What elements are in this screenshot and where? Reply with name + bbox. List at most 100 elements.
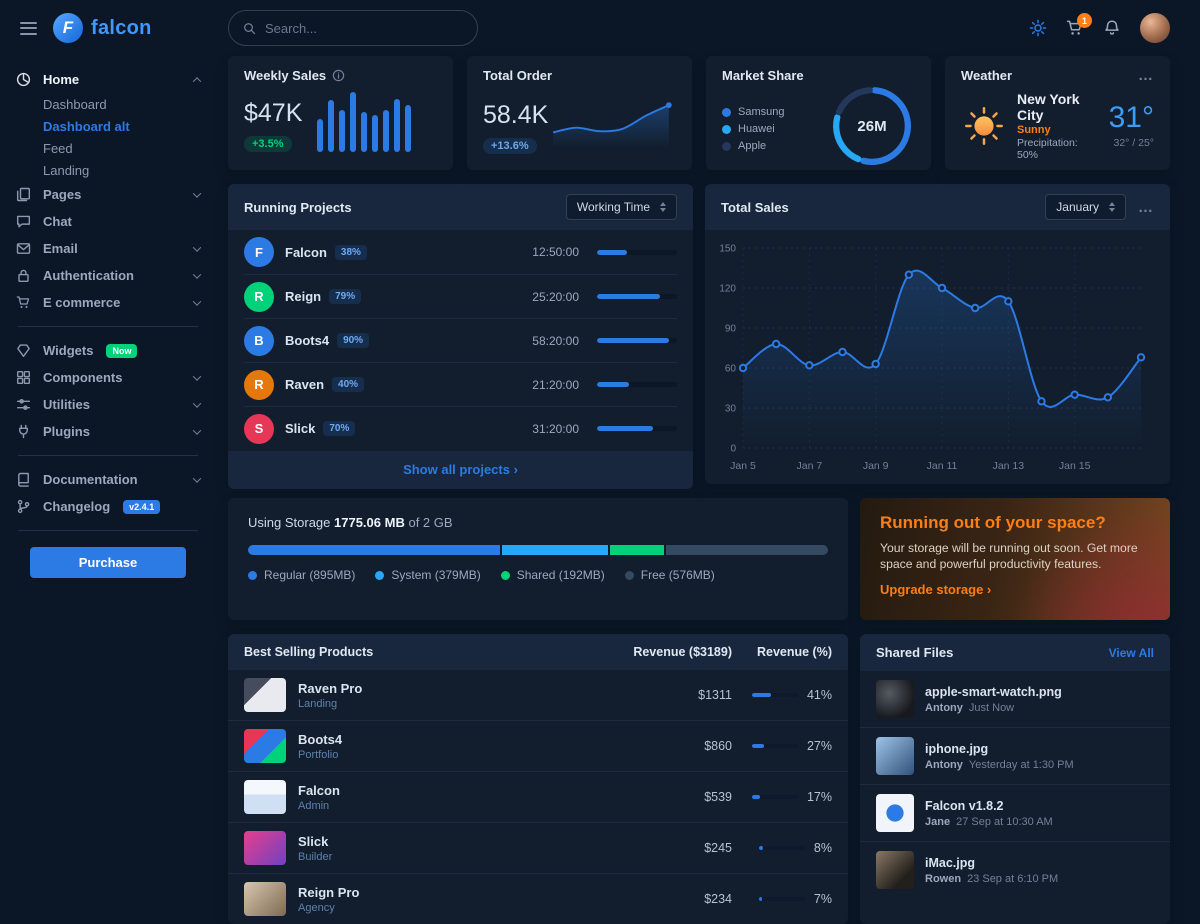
sidebar-item-documentation[interactable]: Documentation xyxy=(0,466,216,493)
weekly-sales-badge: +3.5% xyxy=(244,136,292,152)
search-box[interactable] xyxy=(228,10,478,46)
sidebar-item-changelog[interactable]: Changelog v2.4.1 xyxy=(0,493,216,520)
project-name-link[interactable]: Slick xyxy=(285,421,316,436)
chevron-down-icon xyxy=(192,242,202,252)
project-name-link[interactable]: Raven xyxy=(285,377,325,392)
svg-text:Jan 11: Jan 11 xyxy=(927,460,958,472)
sidebar-item-email[interactable]: Email xyxy=(0,235,216,262)
chevron-down-icon xyxy=(192,398,202,408)
storage-promo-card: Running out of your space? Your storage … xyxy=(860,498,1170,620)
widgets-badge: Now xyxy=(106,343,138,358)
product-row: Raven Pro Landing $1311 41% xyxy=(228,670,848,720)
sidebar-item-feed[interactable]: Feed xyxy=(43,140,73,156)
sidebar-item-plugins[interactable]: Plugins xyxy=(0,418,216,445)
file-name-link[interactable]: apple-smart-watch.png xyxy=(925,684,1062,699)
menu-toggle-button[interactable] xyxy=(20,21,37,35)
legend-item-huawei: Huawei xyxy=(722,123,784,135)
weather-menu-button[interactable]: … xyxy=(1138,67,1154,84)
product-name-link[interactable]: Slick xyxy=(298,833,329,849)
user-avatar[interactable] xyxy=(1140,13,1170,43)
product-row: Slick Builder $245 8% xyxy=(228,822,848,873)
project-progress-bar xyxy=(597,249,677,255)
sidebar-item-home[interactable]: Home xyxy=(0,66,216,93)
sidebar-item-widgets[interactable]: Widgets Now xyxy=(0,337,216,364)
upgrade-storage-link[interactable]: Upgrade storage › xyxy=(880,582,992,598)
sidebar-item-utilities[interactable]: Utilities xyxy=(0,391,216,418)
svg-text:120: 120 xyxy=(719,284,736,295)
product-thumbnail xyxy=(244,831,286,865)
product-name-link[interactable]: Falcon xyxy=(298,782,340,798)
file-row[interactable]: Falcon v1.8.2 Jane 27 Sep at 10:30 AM xyxy=(860,784,1170,841)
chevron-down-icon xyxy=(192,296,202,306)
storage-legend-item: Free (576MB) xyxy=(624,568,715,582)
legend-label: Shared (192MB) xyxy=(516,568,605,582)
file-row[interactable]: iMac.jpg Rowen 23 Sep at 6:10 PM xyxy=(860,841,1170,898)
sidebar-item-e-commerce[interactable]: E commerce xyxy=(0,289,216,316)
file-author: Antony xyxy=(925,701,963,714)
sidebar-item-components[interactable]: Components xyxy=(0,364,216,391)
storage-title: Using Storage 1775.06 MB of 2 GB xyxy=(248,515,453,530)
sidebar-item-dashboard[interactable]: Dashboard xyxy=(43,96,107,112)
file-name-link[interactable]: iphone.jpg xyxy=(925,741,989,756)
view-all-files-link[interactable]: View All xyxy=(1108,645,1154,660)
file-row[interactable]: iphone.jpg Antony Yesterday at 1:30 PM xyxy=(860,727,1170,784)
product-category-link[interactable]: Landing xyxy=(298,697,338,710)
settings-gear-button[interactable] xyxy=(1029,19,1047,37)
project-time: 31:20:00 xyxy=(532,421,579,436)
storage-segment-shared xyxy=(610,545,665,555)
product-row: Falcon Admin $539 17% xyxy=(228,771,848,822)
product-category-link[interactable]: Builder xyxy=(298,850,333,863)
chevron-down-icon xyxy=(192,371,202,381)
cart-button[interactable]: 1 xyxy=(1066,13,1092,37)
cart-icon xyxy=(16,295,32,310)
purchase-button[interactable]: Purchase xyxy=(30,547,186,578)
utilities-icon xyxy=(16,397,32,412)
product-percent-bar xyxy=(751,744,798,748)
sidebar-item-chat[interactable]: Chat xyxy=(0,208,216,235)
project-row: F Falcon 38% 12:50:00 xyxy=(244,230,677,274)
product-name-link[interactable]: Raven Pro xyxy=(298,680,363,696)
show-all-projects-link[interactable]: Show all projects › xyxy=(403,462,518,477)
project-avatar: R xyxy=(244,281,274,312)
product-thumbnail xyxy=(244,780,286,814)
app-logo[interactable]: F falcon xyxy=(53,13,152,43)
storage-legend-item: System (379MB) xyxy=(375,568,481,582)
product-category-link[interactable]: Admin xyxy=(298,799,330,812)
market-share-chart: 26M xyxy=(829,83,915,169)
project-name-link[interactable]: Falcon xyxy=(285,244,327,260)
chat-icon xyxy=(16,214,32,229)
product-percent-bar xyxy=(758,897,805,901)
product-percent: 17% xyxy=(806,790,832,804)
product-percent: 41% xyxy=(806,688,832,702)
search-input[interactable] xyxy=(265,20,463,36)
project-name-link[interactable]: Reign xyxy=(285,289,322,304)
working-time-select[interactable]: Working Time xyxy=(565,194,677,220)
project-percent-badge: 90% xyxy=(337,333,370,348)
product-name-link[interactable]: Reign Pro xyxy=(298,884,360,900)
project-time: 12:50:00 xyxy=(532,245,579,259)
product-name-link[interactable]: Boots4 xyxy=(298,731,343,747)
file-thumbnail xyxy=(876,794,914,832)
notifications-bell-button[interactable] xyxy=(1103,19,1121,37)
weekly-sales-value: $47K xyxy=(244,99,303,127)
file-name-link[interactable]: Falcon v1.8.2 xyxy=(925,798,1004,813)
weekly-sales-bar xyxy=(328,100,334,152)
project-name-link[interactable]: Boots4 xyxy=(285,333,330,348)
product-category-link[interactable]: Agency xyxy=(298,901,335,914)
month-select[interactable]: January xyxy=(1045,194,1126,220)
info-icon[interactable] xyxy=(332,69,345,82)
total-sales-card: Total Sales January … Jan 5 Jan 7 Jan 9 Jan… xyxy=(705,184,1170,484)
product-row: Reign Pro Agency $234 7% xyxy=(228,873,848,924)
weekly-sales-bar xyxy=(383,110,389,152)
file-row[interactable]: apple-smart-watch.png Antony Just Now xyxy=(860,671,1170,727)
sidebar-item-landing[interactable]: Landing xyxy=(43,162,90,178)
sidebar-item-authentication[interactable]: Authentication xyxy=(0,262,216,289)
product-category-link[interactable]: Portfolio xyxy=(298,748,339,761)
project-row: R Raven 40% 21:20:00 xyxy=(244,362,677,406)
sidebar-item-dashboard-alt[interactable]: Dashboard alt xyxy=(43,118,130,134)
sidebar-item-pages[interactable]: Pages xyxy=(0,181,216,208)
file-meta: Antony Just Now xyxy=(925,702,1062,714)
total-sales-menu-button[interactable]: … xyxy=(1138,198,1154,216)
file-name-link[interactable]: iMac.jpg xyxy=(925,855,976,870)
legend-dot xyxy=(722,141,731,151)
